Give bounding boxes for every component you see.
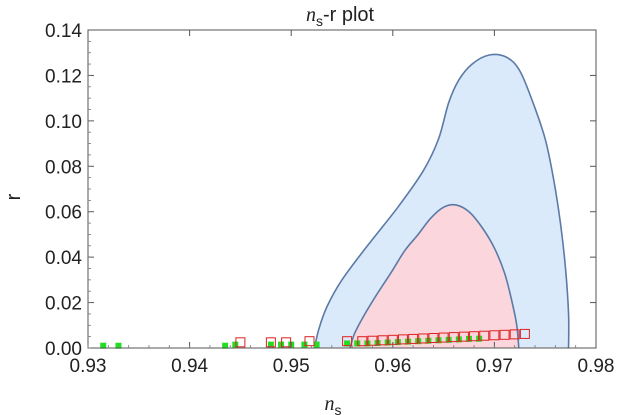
data-points bbox=[100, 328, 530, 349]
point-red bbox=[235, 337, 246, 348]
point-green bbox=[344, 340, 351, 347]
point-red bbox=[458, 331, 469, 342]
point-green bbox=[466, 335, 472, 342]
y-tick-label: 0.04 bbox=[45, 248, 82, 269]
point-red bbox=[304, 336, 315, 347]
point-green bbox=[455, 336, 462, 343]
point-green bbox=[405, 338, 412, 345]
y-tick-label: 0.02 bbox=[45, 294, 82, 315]
point-green bbox=[278, 341, 285, 348]
point-green bbox=[364, 340, 371, 347]
point-green bbox=[435, 337, 442, 344]
point-green bbox=[384, 339, 391, 346]
point-red bbox=[377, 335, 388, 346]
x-axis-ticks: 0.93 0.94 0.95 0.96 0.97 0.98 bbox=[70, 30, 615, 377]
point-green bbox=[313, 341, 320, 348]
point-green bbox=[267, 341, 274, 348]
point-red bbox=[519, 328, 530, 339]
y-tick-label: 0.06 bbox=[45, 203, 82, 224]
point-green bbox=[115, 342, 122, 349]
point-red bbox=[342, 336, 353, 347]
point-red bbox=[428, 333, 439, 344]
contour-outer-line bbox=[313, 53, 570, 349]
x-tick-label: 0.95 bbox=[273, 356, 310, 377]
y-tick-label: 0.08 bbox=[45, 157, 82, 178]
y-tick-label: 0.10 bbox=[45, 112, 82, 133]
y-tick-label: 0.12 bbox=[45, 66, 82, 87]
point-red bbox=[489, 330, 500, 341]
point-red bbox=[357, 336, 368, 347]
point-green bbox=[476, 335, 483, 342]
contour-inner-fill bbox=[350, 204, 519, 348]
point-red bbox=[479, 330, 490, 341]
point-green bbox=[394, 339, 401, 346]
y-axis-ticks: 0.00 0.02 0.04 0.06 0.08 0.10 0.12 0.14 bbox=[45, 21, 596, 360]
plot-area: 0.93 0.94 0.95 0.96 0.97 0.98 0.000.020.040.0… bbox=[45, 21, 614, 377]
point-green bbox=[425, 337, 432, 344]
chart-title: ns-r plot bbox=[306, 4, 375, 29]
point-red bbox=[499, 329, 510, 340]
y-tick-label: 0.00 bbox=[45, 339, 82, 360]
x-axis-label: ns bbox=[325, 393, 342, 415]
x-tick-label: 0.93 bbox=[70, 356, 107, 377]
point-green bbox=[100, 342, 107, 349]
y-axis-label: r bbox=[3, 193, 25, 200]
point-red bbox=[418, 333, 429, 344]
x-tick-label: 0.97 bbox=[476, 356, 513, 377]
point-red bbox=[438, 332, 449, 343]
point-green bbox=[301, 341, 308, 348]
y-tick-label: 0.14 bbox=[45, 21, 82, 42]
point-red bbox=[397, 334, 408, 345]
point-green bbox=[354, 340, 361, 347]
point-green bbox=[222, 342, 229, 349]
x-tick-label: 0.94 bbox=[171, 356, 208, 377]
point-red bbox=[448, 332, 459, 343]
confidence-contours bbox=[313, 53, 570, 349]
x-tick-label: 0.98 bbox=[578, 356, 615, 377]
point-red bbox=[281, 337, 292, 348]
point-green bbox=[445, 336, 452, 343]
point-red bbox=[408, 333, 419, 344]
point-red bbox=[469, 331, 480, 342]
point-green bbox=[232, 341, 239, 348]
contour-inner-line bbox=[349, 203, 520, 349]
point-green bbox=[415, 338, 422, 345]
point-red bbox=[509, 329, 520, 340]
x-tick-label: 0.96 bbox=[374, 356, 411, 377]
point-green bbox=[374, 340, 381, 347]
